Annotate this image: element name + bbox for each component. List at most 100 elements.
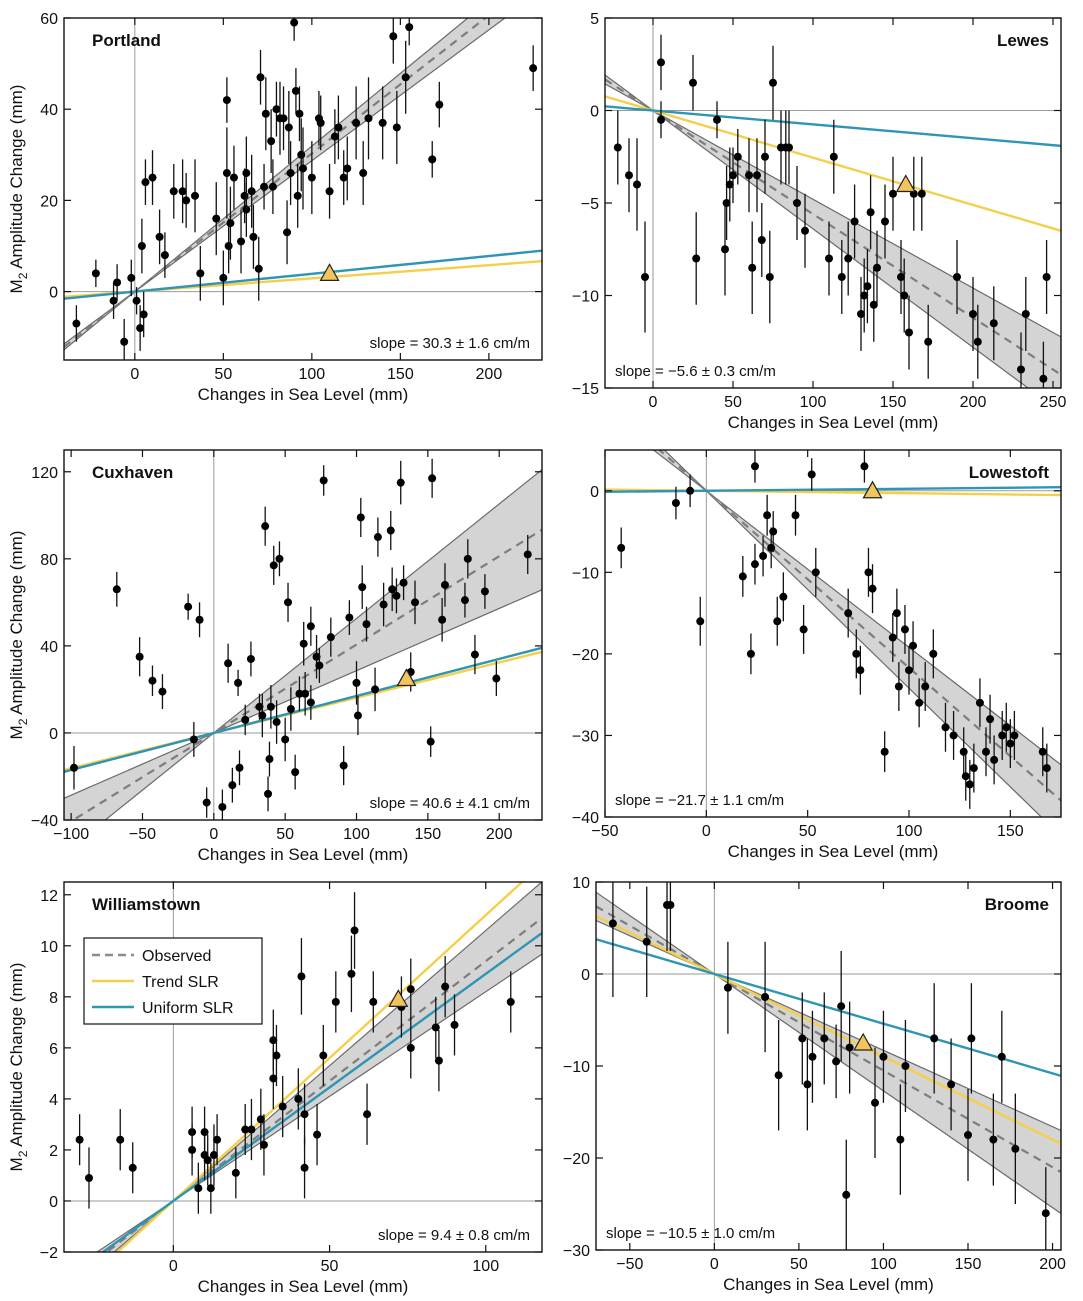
point-marker [820, 1034, 829, 1043]
data-point [721, 203, 729, 296]
point-marker [291, 768, 300, 777]
point-marker [657, 58, 665, 67]
data-point [1010, 710, 1019, 760]
data-point [141, 159, 150, 205]
data-point [371, 667, 380, 712]
data-point [947, 1038, 956, 1131]
data-point [829, 119, 838, 194]
point-marker [358, 583, 367, 592]
data-point [246, 641, 255, 677]
point-marker [1038, 747, 1047, 756]
point-marker [982, 747, 991, 756]
triangle-marker [895, 174, 916, 193]
data-point [261, 77, 270, 151]
data-point [279, 86, 288, 151]
x-tick-label: 0 [130, 366, 139, 383]
point-marker [617, 543, 626, 552]
data-point [909, 621, 918, 671]
point-marker [359, 169, 368, 178]
point-marker [733, 152, 742, 161]
x-tick-label: 100 [870, 1256, 897, 1273]
data-point [352, 86, 361, 160]
data-point [256, 1088, 265, 1150]
data-point [188, 1124, 197, 1176]
point-marker [435, 100, 444, 109]
point-marker [281, 735, 290, 744]
y-tick-label: 6 [49, 1041, 58, 1058]
data-point [671, 486, 680, 520]
point-marker [986, 715, 995, 724]
point-marker [352, 118, 361, 127]
point-marker [312, 652, 321, 661]
point-marker [272, 1051, 281, 1060]
point-marker [339, 761, 348, 770]
point-marker [334, 123, 343, 132]
data-point [160, 232, 169, 278]
point-marker [275, 554, 284, 563]
data-point [249, 204, 258, 269]
data-point [897, 240, 905, 314]
y-axis-label: M2 Amplitude Change (mm) [7, 963, 30, 1172]
data-point [757, 203, 766, 277]
point-marker [850, 217, 859, 226]
point-marker [319, 476, 328, 485]
x-tick-label: 100 [343, 826, 370, 843]
data-point [300, 1137, 309, 1199]
y-tick-label: 0 [49, 285, 58, 302]
uniform-slr-line [605, 486, 1061, 493]
point-marker [924, 337, 933, 346]
point-marker [1010, 731, 1019, 740]
point-marker [434, 1056, 443, 1065]
slope-annotation: slope = −10.5 ± 1.0 cm/m [606, 1225, 775, 1242]
x-tick-label: 100 [896, 823, 923, 840]
data-point [247, 1098, 256, 1161]
point-marker [316, 118, 325, 127]
data-point [297, 118, 306, 192]
triangle-marker [319, 263, 340, 281]
data-point [261, 506, 270, 546]
trend-slr-line [596, 914, 1061, 1145]
data-point [873, 230, 881, 305]
data-point [284, 582, 293, 622]
data-point [450, 994, 459, 1056]
data-point [306, 606, 315, 646]
point-marker [961, 772, 970, 781]
data-point [260, 163, 269, 210]
point-marker [269, 1074, 278, 1083]
x-axis-label: Changes in Sea Level (mm) [198, 1277, 409, 1296]
uniform-slr-line [596, 938, 1061, 1077]
data-point [641, 221, 649, 333]
data-point [1041, 1167, 1050, 1250]
point-marker [793, 199, 801, 207]
point-marker [209, 1151, 218, 1160]
data-point [312, 635, 321, 679]
panel-cuxhaven: −100 −50 0 50 100 150 200 −40 0 40 80 120 Changes in… [7, 449, 543, 864]
data-point [492, 661, 501, 696]
point-marker [256, 1115, 265, 1124]
slope-annotation: slope = 30.3 ± 1.6 cm/m [370, 335, 530, 352]
y-tick-label: 4 [49, 1092, 58, 1109]
data-point [793, 166, 801, 240]
data-point [234, 669, 243, 696]
y-axis-label: M2 Amplitude Change (mm) [7, 85, 30, 294]
point-marker [259, 1140, 268, 1149]
point-marker [763, 511, 772, 520]
point-marker [363, 1110, 372, 1119]
data-point [725, 147, 734, 222]
point-marker [723, 983, 732, 992]
point-marker [189, 735, 198, 744]
data-point [633, 138, 641, 231]
point-marker [401, 73, 410, 82]
data-point [401, 40, 410, 114]
data-point [864, 547, 873, 597]
point-marker [975, 698, 984, 707]
data-point [769, 511, 778, 552]
data-point [915, 678, 924, 728]
plot-area [64, 18, 542, 360]
data-point [388, 567, 397, 612]
point-marker [283, 228, 292, 237]
x-tick-label: −50 [591, 823, 618, 840]
data-point [1039, 341, 1048, 388]
y-tick-label: −10 [572, 565, 599, 582]
